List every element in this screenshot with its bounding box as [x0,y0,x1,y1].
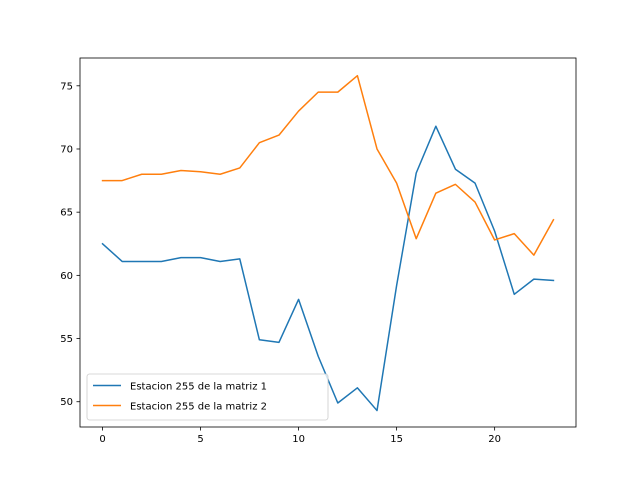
y-tick-label: 65 [60,208,73,219]
y-tick-label: 60 [60,271,73,282]
y-tick-label: 50 [60,397,73,408]
x-tick-label: 0 [99,434,105,445]
legend: Estacion 255 de la matriz 1 Estacion 255 … [86,373,329,421]
x-tick-label: 5 [197,434,203,445]
legend-label-1: Estacion 255 de la matriz 1 [130,382,267,393]
x-axis: 0 5 10 15 20 [99,427,501,445]
series-line-2 [101,74,555,256]
x-tick-label: 15 [390,434,403,445]
y-tick-label: 70 [60,144,73,155]
y-tick-label: 55 [60,334,73,345]
legend-box [86,373,329,421]
legend-label-2: Estacion 255 de la matriz 2 [130,402,267,413]
y-axis: 50 55 60 65 70 75 [60,81,80,408]
x-tick-label: 10 [292,434,305,445]
x-tick-label: 20 [488,434,501,445]
y-tick-label: 75 [60,81,73,92]
axes-frame [79,57,577,428]
